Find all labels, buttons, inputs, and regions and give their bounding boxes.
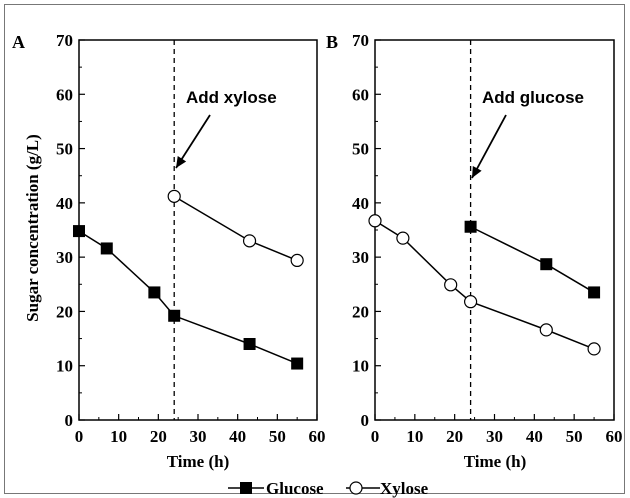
panel-b-y-tick-label: 0 bbox=[361, 411, 370, 430]
panel-a-xylose-point bbox=[290, 253, 304, 267]
panel-a-y-tick-label: 50 bbox=[56, 140, 73, 159]
panel-b-x-tick-label: 50 bbox=[566, 427, 583, 446]
panel-a-annotation: Add xylose bbox=[186, 88, 277, 107]
figure-border bbox=[4, 4, 625, 494]
panel-b-y-tick-label: 40 bbox=[352, 194, 369, 213]
panel-b-xylose-point bbox=[464, 295, 478, 309]
panel-a-letter: A bbox=[12, 32, 25, 52]
panel-a-y-tick-label: 40 bbox=[56, 194, 73, 213]
panel-a-y-tick-label: 30 bbox=[56, 248, 73, 267]
panel-a: A Time (h) 0 10 20 30 40 50 60 0 10 20 30 40 50 60 70 A… bbox=[12, 31, 326, 471]
panel-a-x-tick-label: 40 bbox=[229, 427, 246, 446]
panel-b: B Time (h) 0 10 20 30 40 50 60 0 10 20 30 40 50 60 70 A… bbox=[326, 31, 623, 471]
panel-a-y-tick-label: 0 bbox=[65, 411, 74, 430]
panel-a-xlabel: Time (h) bbox=[167, 452, 230, 471]
panel-a-y-tick-label: 70 bbox=[56, 31, 73, 50]
panel-b-glucose-point bbox=[540, 258, 553, 271]
legend: Glucose Xylose bbox=[228, 479, 429, 498]
panel-a-glucose-point bbox=[73, 225, 85, 238]
panel-a-x-tick-label: 20 bbox=[150, 427, 167, 446]
panel-a-glucose-point bbox=[243, 338, 256, 350]
panel-b-y-tick-label: 50 bbox=[352, 140, 369, 159]
panel-a-y-tick-label: 10 bbox=[56, 357, 73, 376]
panel-b-xylose-point bbox=[444, 278, 458, 292]
panel-b-xylose-point bbox=[396, 231, 410, 245]
panel-b-glucose-point bbox=[464, 220, 477, 233]
panel-b-x-tick-label: 30 bbox=[486, 427, 503, 446]
panel-a-x-tick-label: 10 bbox=[110, 427, 127, 446]
legend-xylose-label: Xylose bbox=[380, 479, 429, 498]
panel-a-x-tick-label: 60 bbox=[309, 427, 326, 446]
legend-xylose-marker bbox=[349, 481, 363, 495]
panel-b-x-tick-label: 40 bbox=[526, 427, 543, 446]
panel-a-xylose-line bbox=[173, 195, 298, 262]
panel-b-y-tick-label: 10 bbox=[352, 357, 369, 376]
panel-b-y-tick-label: 20 bbox=[352, 302, 369, 321]
panel-b-x-tick-label: 20 bbox=[446, 427, 463, 446]
panel-b-x-tick-label: 60 bbox=[606, 427, 623, 446]
panel-b-y-tick-label: 30 bbox=[352, 248, 369, 267]
panel-b-glucose-line bbox=[470, 226, 595, 294]
panel-a-glucose-point bbox=[100, 242, 113, 255]
panel-b-annotation: Add glucose bbox=[482, 88, 584, 107]
panel-a-glucose-point bbox=[291, 357, 304, 370]
panel-a-glucose-point bbox=[148, 286, 161, 299]
panel-a-annotation-arrowhead bbox=[176, 156, 187, 168]
panel-b-letter: B bbox=[326, 32, 338, 52]
panel-b-annotation-arrow bbox=[471, 114, 507, 179]
legend-glucose-label: Glucose bbox=[266, 479, 324, 498]
panel-b-xlabel: Time (h) bbox=[464, 452, 527, 471]
panel-b-x-tick-label: 0 bbox=[371, 427, 380, 446]
legend-glucose-marker bbox=[240, 482, 252, 494]
panel-b-annotation-arrowhead bbox=[472, 165, 482, 178]
panel-b-xylose-point bbox=[368, 214, 382, 228]
panel-b-y-tick-label: 70 bbox=[352, 31, 369, 50]
panel-b-xylose-point bbox=[539, 323, 553, 337]
y-axis-title: Sugar concentration (g/L) bbox=[23, 134, 42, 322]
panel-b-y-tick-label: 60 bbox=[352, 85, 369, 104]
panel-a-xylose-point bbox=[242, 234, 257, 248]
panel-a-x-tick-label: 30 bbox=[190, 427, 207, 446]
panel-a-xylose-point bbox=[167, 189, 181, 203]
panel-b-x-tick-label: 10 bbox=[406, 427, 423, 446]
panel-b-xylose-point bbox=[587, 342, 601, 356]
panel-a-glucose-point bbox=[168, 309, 181, 322]
panel-a-x-tick-label: 0 bbox=[75, 427, 84, 446]
panel-a-y-tick-label: 20 bbox=[56, 302, 73, 321]
panel-a-x-tick-label: 50 bbox=[269, 427, 286, 446]
panel-b-glucose-point bbox=[588, 286, 601, 299]
panel-a-y-tick-label: 60 bbox=[56, 85, 73, 104]
